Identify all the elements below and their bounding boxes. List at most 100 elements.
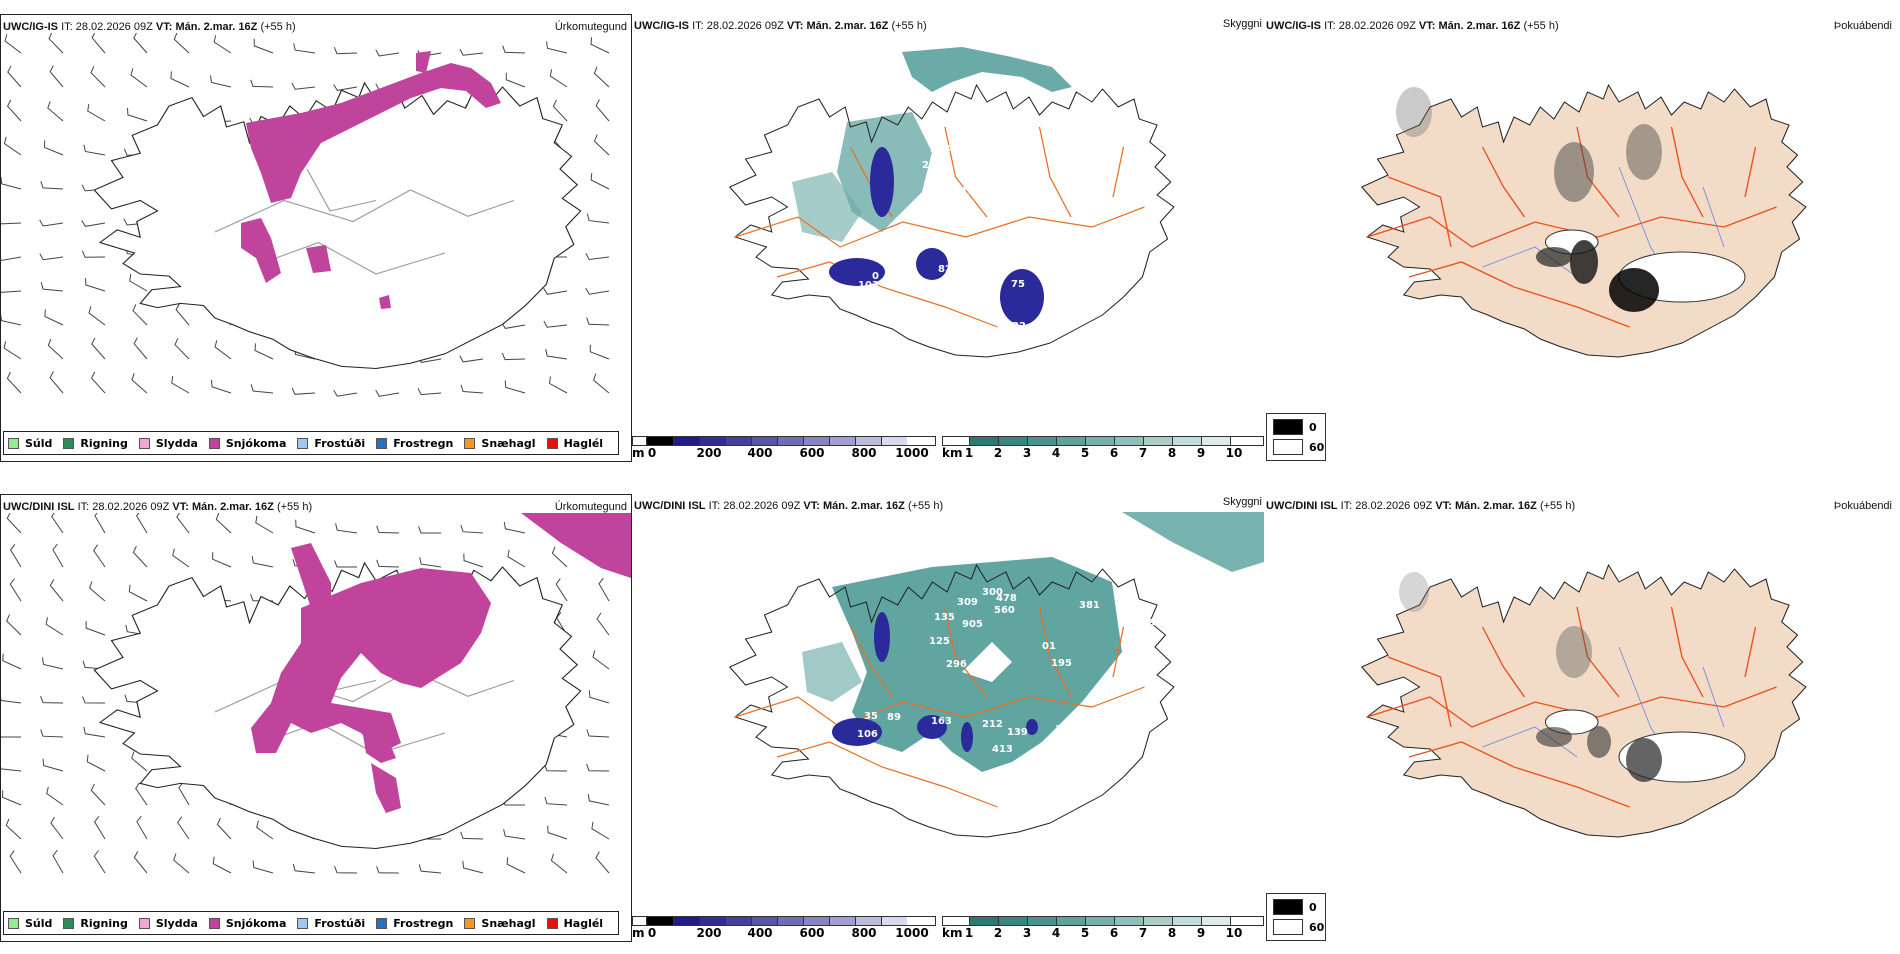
wind-barb — [132, 545, 148, 568]
cloud-base-label: 139 — [1007, 727, 1028, 738]
visibility-colorbar: km 1 2 3 4 5 6 7 8 9 10 — [942, 436, 1272, 466]
cloud-base-label: 135 — [934, 612, 955, 623]
wind-barb — [136, 815, 148, 840]
panel-title: Úrkomutegund — [554, 21, 627, 33]
wind-barb — [543, 288, 568, 295]
wind-barb — [9, 850, 22, 874]
panel-header: UWC/IG-IS IT: 28.02.2026 09Z VT: Mán. 2.… — [3, 21, 296, 33]
fog-map[interactable] — [1264, 32, 1896, 437]
cloud-base-label: 276 — [1033, 117, 1054, 128]
vt-label: VT: — [1418, 20, 1436, 32]
wind-barb — [135, 513, 148, 534]
wind-barb — [40, 695, 64, 704]
visibility-map[interactable]: 276 249 199 438 224 27 150 215 70 194 85… — [632, 32, 1264, 437]
precip-type-panel: UWC/IG-IS IT: 28.02.2026 09Z VT: Mán. 2.… — [0, 14, 632, 462]
legend-swatch — [376, 917, 388, 929]
cloud-base-colorbar: m 0 200 400 600 800 1000 — [632, 436, 942, 466]
legend-swatch — [138, 437, 150, 449]
wind-barb — [91, 337, 106, 360]
legend-item-rain: Rigning — [63, 917, 128, 930]
fog-legend: 0 60 — [1266, 413, 1326, 461]
wind-barb — [90, 783, 106, 806]
lead-time: (+55 h) — [891, 20, 927, 32]
wind-barb — [88, 306, 106, 326]
vt-label: VT: — [803, 500, 820, 512]
legend-label: 60 — [1309, 440, 1325, 454]
visibility-map[interactable]: 300 478 309 560 381 135 905 118 125 01 2… — [632, 512, 1264, 917]
colorbar-tick: 400 — [747, 446, 773, 460]
wind-barb — [89, 581, 106, 602]
wind-barb — [549, 69, 568, 88]
wind-barb — [543, 320, 568, 328]
wind-barb — [47, 338, 64, 360]
wind-barb — [128, 584, 148, 602]
legend-swatch — [8, 437, 19, 449]
wind-barb — [214, 340, 232, 360]
precip-type-map[interactable] — [1, 33, 631, 438]
wind-barb — [544, 764, 568, 772]
wind-barb — [83, 726, 106, 738]
wind-barb — [333, 389, 358, 397]
wind-barb — [39, 253, 64, 261]
legend-label: 60 — [1309, 920, 1325, 934]
wind-barb — [131, 751, 148, 772]
fog-map[interactable] — [1264, 512, 1896, 917]
wind-barb — [333, 47, 358, 55]
lead-time: (+55 h) — [907, 500, 944, 512]
wind-barb — [132, 304, 148, 326]
wind-barb — [49, 371, 64, 394]
wind-barb — [133, 337, 148, 360]
wind-barb — [1, 256, 22, 262]
legend-swatch — [1273, 899, 1303, 915]
wind-barb — [593, 373, 610, 394]
legend-item-snow-pellets: Snæhagl — [464, 437, 536, 450]
wind-barb — [48, 33, 64, 54]
wind-barb — [460, 831, 484, 840]
cloud-base-label: 19 — [928, 399, 942, 410]
legend-swatch — [63, 917, 75, 929]
wind-barb — [9, 543, 22, 568]
model-name: UWC/IG-IS — [634, 20, 689, 32]
model-name: UWC/DINI ISL — [634, 500, 706, 512]
legend-label: Rigning — [80, 436, 128, 450]
wind-barb — [2, 653, 22, 670]
precip-type-map[interactable] — [1, 513, 631, 918]
it-label: IT: — [61, 21, 73, 33]
colorbar-tick: 6 — [1109, 446, 1119, 460]
panel-title: Skyggni — [1222, 18, 1262, 30]
panel-header: UWC/IG-IS IT: 28.02.2026 09Z VT: Mán. 2.… — [634, 20, 927, 32]
cloud-base-label: 296 — [946, 659, 967, 670]
wind-barb — [505, 72, 526, 88]
fog-panel: UWC/DINI ISL IT: 28.02.2026 09Z VT: Mán.… — [1264, 494, 1896, 954]
cloud-base-label: 118 — [1134, 618, 1155, 629]
wind-barb — [250, 384, 274, 394]
legend-item-rain: Rigning — [63, 436, 128, 450]
colorbar-tick: 200 — [696, 446, 722, 460]
precip-type-legend: Súld Rigning Slydda Snjókoma Frostúði Fr… — [3, 911, 620, 935]
wind-barb — [585, 253, 610, 261]
wind-barb — [1, 697, 22, 704]
colorbar-tick: 1 — [964, 926, 974, 940]
cloud-base-label: 905 — [962, 619, 983, 630]
wind-barb — [591, 821, 610, 840]
fog-shading — [1396, 87, 1662, 312]
wind-barb — [93, 544, 106, 568]
wind-barb — [50, 816, 64, 840]
wind-barb — [93, 816, 106, 840]
cloud-base-colorbar: m 0 200 400 600 800 1000 — [632, 916, 942, 946]
wind-barb — [46, 786, 64, 806]
wind-barb — [376, 525, 400, 534]
vt-label: VT: — [155, 21, 173, 33]
cloud-base-label: 212 — [982, 719, 1003, 730]
wind-barb — [1, 735, 21, 738]
wind-barb — [334, 866, 358, 874]
cloud-base-label: 195 — [1051, 658, 1072, 669]
legend-item-snow: Snjókoma — [208, 917, 286, 930]
cloud-base-label: 75 — [1011, 279, 1025, 290]
wind-barb — [215, 513, 232, 534]
wind-barb — [9, 578, 22, 602]
colorbar-cells — [632, 436, 936, 446]
legend-label: Slydda — [155, 916, 198, 930]
it-value: 28.02.2026 09Z — [92, 501, 170, 513]
legend-label: Súld — [25, 916, 53, 930]
